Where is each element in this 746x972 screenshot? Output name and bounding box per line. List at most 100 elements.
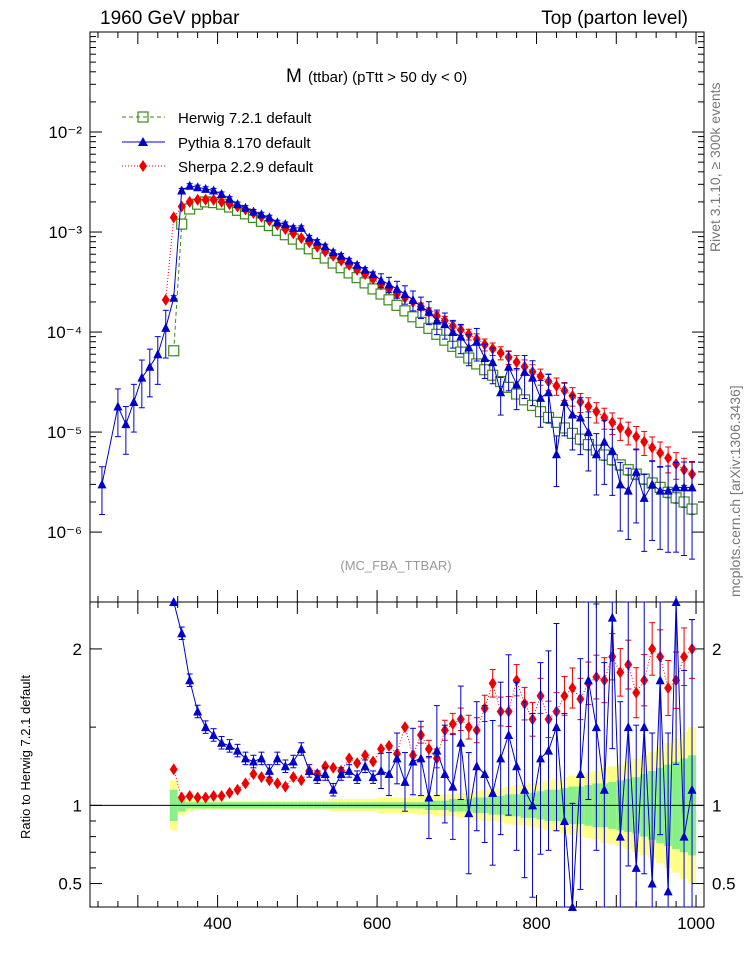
legend-pythia-marker (138, 137, 148, 146)
x-tick-label: 600 (363, 914, 391, 933)
pythia-ratio-marker (623, 722, 633, 732)
pythia-marker (344, 255, 354, 265)
header-left-title: 1960 GeV ppbar (100, 8, 240, 29)
pythia-marker (360, 264, 370, 274)
pythia-ratio-marker (448, 781, 458, 791)
sherpa-ratio-marker (400, 721, 409, 734)
sherpa-ratio-marker (568, 682, 577, 695)
sherpa-ratio-marker (385, 739, 394, 752)
pythia-ratio-marker (512, 761, 522, 771)
sherpa-ratio-marker (169, 763, 178, 776)
ratio-y-tick-label: 1 (73, 796, 82, 815)
pythia-marker (169, 292, 179, 302)
pythia-ratio-marker (280, 761, 290, 771)
sherpa-ratio-marker (512, 674, 521, 687)
pythia-ratio-marker (360, 761, 370, 771)
pythia-marker (607, 445, 617, 455)
pythia-marker (153, 349, 163, 359)
pythia-ratio-marker (177, 628, 187, 638)
legend-pythia-label: Pythia 8.170 default (178, 135, 311, 152)
pythia-ratio-marker (480, 769, 490, 779)
sherpa-ratio-marker (297, 774, 306, 787)
pythia-ratio-marker (591, 722, 601, 732)
sherpa-ratio-marker (345, 752, 354, 765)
plot-title-sub: (ttbar) (pTtt > 50 dy < 0) (308, 69, 467, 86)
sherpa-ratio-marker (249, 768, 258, 781)
pythia-marker (113, 401, 123, 411)
sherpa-marker (592, 405, 601, 418)
pythia-marker (679, 482, 689, 492)
sherpa-ratio-marker (321, 760, 330, 773)
sherpa-marker (664, 452, 673, 465)
sherpa-marker (217, 195, 226, 208)
legend-sherpa-marker (139, 160, 147, 172)
pythia-ratio-marker (615, 831, 625, 841)
sherpa-line (165, 199, 693, 475)
sherpa-ratio-marker (377, 743, 386, 756)
pythia-marker (504, 361, 514, 371)
pythia-ratio-marker (392, 753, 402, 763)
y-tick-label: 10⁻² (48, 123, 82, 142)
pythia-marker (655, 485, 665, 495)
pythia-marker (272, 217, 282, 227)
sherpa-ratio-marker (273, 777, 282, 790)
pythia-ratio-marker (240, 753, 250, 763)
pythia-marker (575, 412, 585, 422)
analysis-watermark: (MC_FBA_TTBAR) (340, 558, 451, 573)
sherpa-ratio-marker (448, 718, 457, 730)
sherpa-ratio-marker (488, 677, 497, 690)
sherpa-marker (552, 379, 561, 392)
pythia-marker (320, 241, 330, 251)
sherpa-ratio-marker (464, 721, 473, 734)
pythia-ratio-marker (408, 756, 418, 766)
pythia-ratio-marker (296, 744, 306, 754)
pythia-marker (400, 289, 410, 299)
pythia-ratio-marker (424, 792, 434, 802)
pythia-ratio-marker (225, 740, 235, 750)
pythia-ratio-marker (663, 886, 673, 896)
sherpa-marker (584, 400, 593, 413)
pythia-marker (256, 209, 266, 219)
pythia-marker (440, 319, 450, 329)
pythia-marker (129, 396, 139, 406)
pythia-ratio-marker (559, 815, 569, 825)
pythia-marker (464, 342, 474, 352)
pythia-marker (264, 212, 274, 222)
sherpa-ratio-marker (664, 682, 673, 695)
pythia-marker (520, 366, 530, 376)
ratio-y-tick-label: 2 (73, 640, 82, 659)
pythia-marker (408, 294, 418, 304)
pythia-marker (201, 183, 211, 193)
pythia-ratio-marker (679, 831, 689, 841)
pythia-marker (639, 492, 649, 502)
pythia-ratio-marker (400, 776, 410, 786)
pythia-ratio-marker (488, 787, 498, 797)
pythia-marker (248, 206, 258, 216)
pythia-marker (328, 247, 338, 257)
pythia-ratio-marker (193, 706, 203, 716)
sherpa-marker (496, 346, 505, 359)
sherpa-marker (185, 195, 194, 208)
pythia-marker (559, 396, 569, 406)
pythia-marker (304, 232, 314, 242)
pythia-marker (647, 479, 657, 489)
pythia-ratio-marker (520, 784, 530, 794)
pythia-ratio-marker (272, 753, 282, 763)
pythia-ratio-marker (368, 772, 378, 782)
pythia-marker (496, 387, 506, 397)
pythia-marker (392, 283, 402, 293)
pythia-ratio-marker (201, 722, 211, 732)
pythia-marker (480, 353, 490, 363)
pythia-ratio-marker (528, 800, 538, 810)
y-tick-label: 10⁻³ (48, 223, 82, 242)
mcplots-side-label: mcplots.cern.ch [arXiv:1306.3436] (727, 385, 743, 597)
pythia-ratio-marker (551, 722, 561, 732)
sherpa-ratio-marker (424, 743, 433, 756)
pythia-ratio-marker (687, 784, 697, 794)
pythia-ratio-marker (336, 769, 346, 779)
pythia-ratio-marker (464, 808, 474, 818)
ratio-y-axis-label: Ratio to Herwig 7.2.1 default (18, 675, 33, 839)
ratio-y-tick-label-right: 1 (712, 796, 721, 815)
pythia-ratio-marker (264, 765, 274, 775)
pythia-marker (567, 409, 577, 419)
